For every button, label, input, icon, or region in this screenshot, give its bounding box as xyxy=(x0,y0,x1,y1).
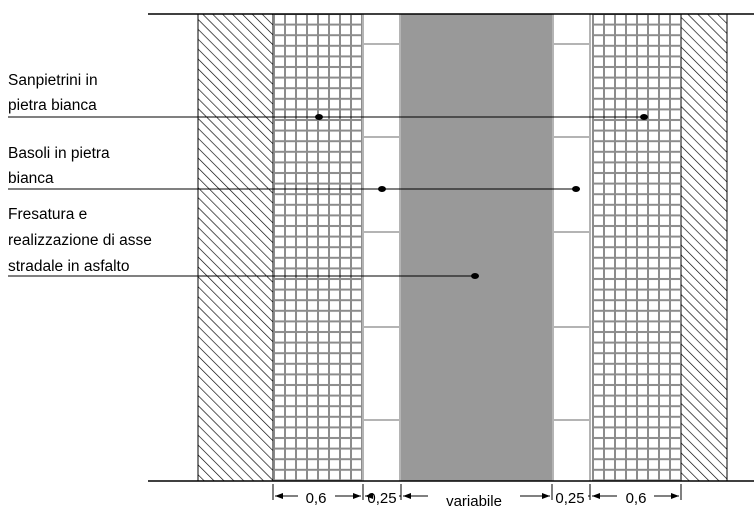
leader-basoli xyxy=(8,186,580,192)
dim-right-basoli: 0,25 xyxy=(555,490,584,507)
dim-center: variabile xyxy=(446,493,502,509)
right-basoli-strip xyxy=(552,14,591,481)
label-basoli: Basoli in pietra bianca xyxy=(8,145,114,187)
label-fresatura-line1: Fresatura e xyxy=(8,206,87,223)
leader-sanpietrini xyxy=(8,114,648,120)
left-sanpietrini-strip xyxy=(274,14,362,481)
asphalt-axis xyxy=(401,14,552,481)
dimension-line xyxy=(272,484,682,500)
leader-fresatura xyxy=(8,273,479,279)
dim-right-sanpietrini: 0,6 xyxy=(626,490,647,507)
label-basoli-line1: Basoli in pietra xyxy=(8,145,110,162)
label-fresatura-line2: realizzazione di asse xyxy=(8,232,152,249)
left-hatched-wall xyxy=(197,13,274,482)
label-fresatura-line3: stradale in asfalto xyxy=(8,258,130,275)
label-sanpietrini-line2: pietra bianca xyxy=(8,97,97,114)
right-sanpietrini-strip xyxy=(592,14,680,481)
left-basoli-strip xyxy=(362,14,401,481)
dim-left-basoli: 0,25 xyxy=(367,490,396,507)
label-fresatura: Fresatura e realizzazione di asse strada… xyxy=(8,206,156,275)
label-basoli-line2: bianca xyxy=(8,170,54,187)
label-sanpietrini: Sanpietrini in pietra bianca xyxy=(8,72,102,114)
right-hatched-wall xyxy=(680,13,728,482)
label-sanpietrini-line1: Sanpietrini in xyxy=(8,72,98,89)
dim-left-sanpietrini: 0,6 xyxy=(306,490,327,507)
